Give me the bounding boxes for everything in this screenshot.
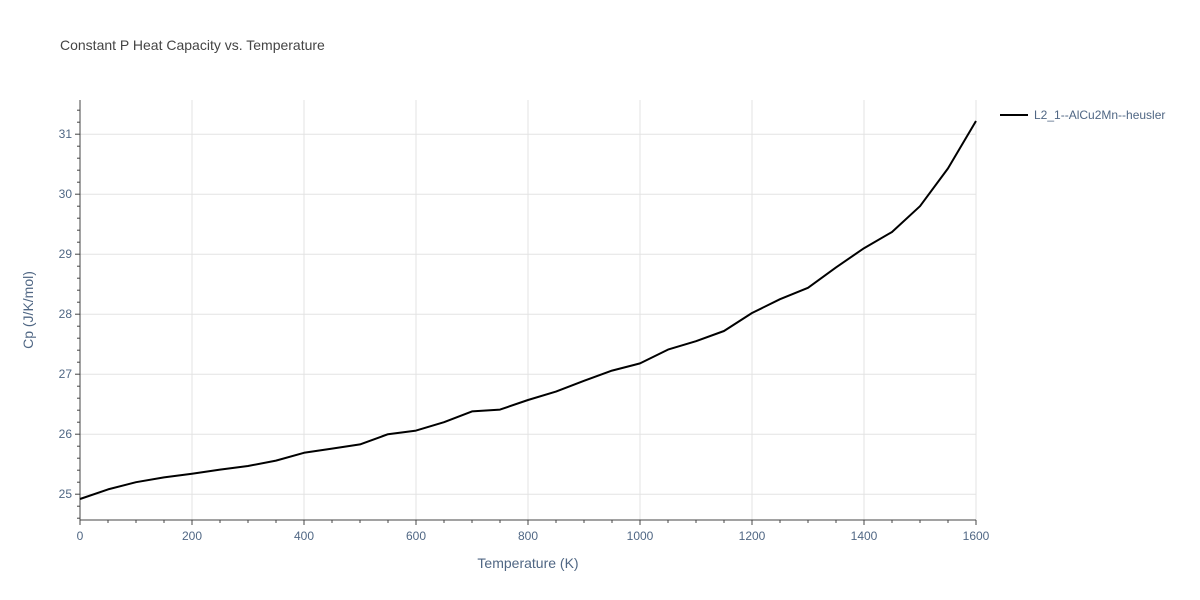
series-line [79,120,977,500]
x-gridlines [191,100,977,520]
x-tick-label: 600 [406,529,426,543]
y-gridlines [80,133,976,495]
y-tick-label: 29 [59,247,73,261]
y-tick-labels: 25 26 27 28 29 30 31 [59,127,73,501]
legend-label: L2_1--AlCu2Mn--heusler [1034,108,1165,122]
x-tick-label: 1200 [739,529,766,543]
x-tick-labels: 0 200 400 600 800 1000 1200 1400 1600 [77,529,990,543]
y-tick-label: 30 [59,187,73,201]
y-tick-label: 25 [59,487,73,501]
y-tick-label: 26 [59,427,73,441]
y-tick-label: 27 [59,367,73,381]
x-tick-label: 800 [518,529,538,543]
y-axis-title: Cp (J/K/mol) [20,271,36,349]
y-tick-label: 31 [59,127,73,141]
axes [75,100,977,525]
x-tick-label: 1400 [851,529,878,543]
x-tick-label: 200 [182,529,202,543]
x-tick-label: 0 [77,529,84,543]
x-tick-label: 1600 [963,529,990,543]
legend[interactable]: L2_1--AlCu2Mn--heusler [1000,108,1165,122]
x-tick-label: 400 [294,529,314,543]
y-tick-label: 28 [59,307,73,321]
series-lines [79,120,977,500]
chart-title: Constant P Heat Capacity vs. Temperature [60,37,325,53]
x-axis-title: Temperature (K) [477,555,578,571]
x-tick-label: 1000 [627,529,654,543]
